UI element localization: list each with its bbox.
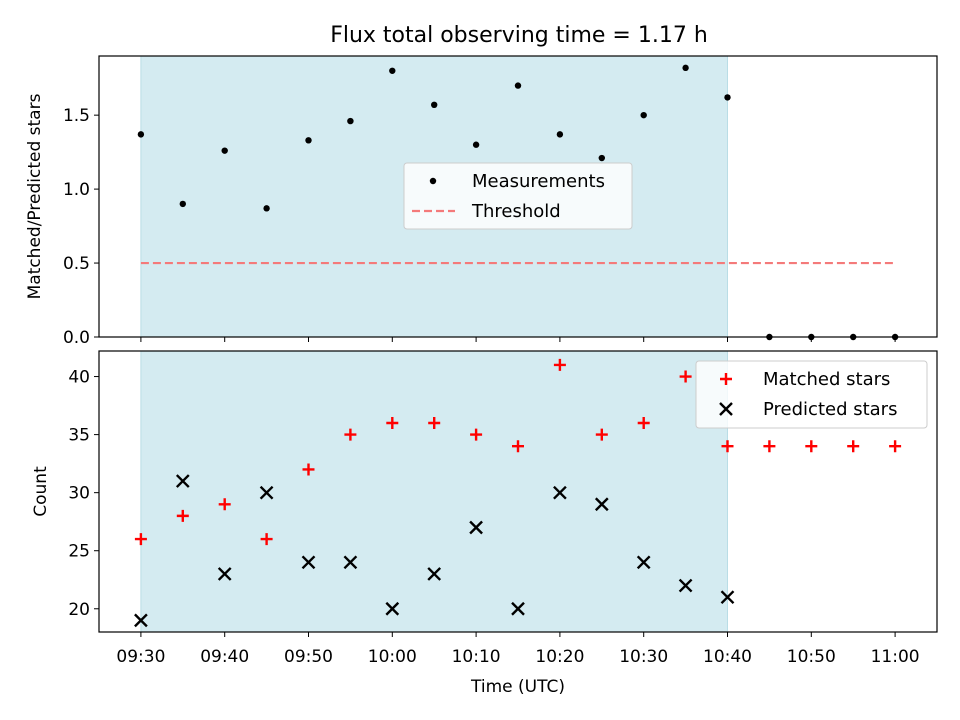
legend-box	[403, 162, 633, 230]
measurement-point	[347, 117, 354, 125]
series-predicted-stars	[134, 474, 735, 628]
legend-label: Predicted stars	[763, 399, 897, 420]
bottom-panel-counts: 20 25 30 35 40 09:30 09:40 09:50 10:00 10:10 10:20…	[31, 350, 938, 697]
legend-label: Matched stars	[763, 369, 890, 390]
matched-point	[679, 370, 692, 383]
matched-point	[176, 509, 189, 522]
legend-marker-predicted	[719, 402, 733, 416]
matched-point	[302, 463, 315, 476]
x-tick-label: 10:20	[535, 647, 584, 667]
legend-box	[695, 360, 928, 429]
measurement-point	[724, 94, 731, 101]
y-tick-label: 30	[68, 484, 90, 504]
axes-frame	[98, 55, 938, 338]
predicted-point	[134, 613, 148, 628]
measurement-point	[179, 200, 186, 208]
x-tick-label: 10:00	[368, 647, 417, 667]
x-tick-label: 10:10	[452, 647, 501, 667]
matched-point	[721, 440, 734, 453]
matched-point	[847, 440, 860, 453]
matched-point	[344, 428, 357, 441]
legend-label: Threshold	[471, 201, 561, 222]
predicted-point	[636, 555, 651, 570]
matched-point	[134, 533, 147, 546]
predicted-point	[217, 567, 232, 581]
matched-point	[386, 416, 399, 429]
matched-point	[595, 428, 608, 441]
y-tick-label: 1.5	[63, 106, 90, 126]
measurement-point	[389, 67, 396, 74]
predicted-point	[678, 578, 693, 593]
matched-point	[260, 533, 273, 546]
y-tick-label: 1.0	[63, 180, 90, 200]
y-tick-label: 25	[68, 542, 90, 562]
matched-point	[512, 440, 524, 453]
matched-point	[805, 440, 818, 453]
matched-point	[763, 440, 776, 453]
x-axis-label: Time (UTC)	[470, 677, 565, 697]
measurement-point	[137, 131, 145, 138]
y-axis-label: Matched/Predicted stars	[25, 93, 45, 299]
series-measurements	[137, 64, 899, 341]
predicted-point	[259, 485, 274, 500]
predicted-point	[594, 497, 609, 512]
legend: Matched stars Predicted stars	[695, 360, 928, 429]
legend-marker-matched	[720, 373, 732, 385]
measurement-point	[598, 154, 605, 162]
predicted-point	[553, 485, 567, 500]
matched-point	[428, 416, 441, 429]
matched-point	[553, 358, 566, 371]
legend-marker-measurements	[429, 177, 437, 185]
y-axis-label: Count	[31, 466, 51, 517]
series-matched-stars	[134, 358, 902, 546]
x-tick-label: 10:30	[619, 647, 668, 667]
predicted-point	[343, 555, 358, 570]
measurement-point	[640, 111, 647, 119]
measurement-point	[514, 82, 522, 89]
x-tick-label: 09:30	[116, 647, 165, 667]
measurement-point	[431, 101, 438, 109]
legend-label: Measurements	[472, 171, 605, 192]
y-tick-label: 0.0	[63, 328, 90, 348]
measurement-point	[263, 205, 270, 212]
predicted-point	[427, 567, 442, 581]
measurement-point	[305, 137, 312, 144]
measurement-point	[221, 147, 228, 154]
axes-frame	[98, 350, 938, 633]
legend: Measurements Threshold	[403, 162, 633, 230]
top-panel-ratio: 0.0 0.5 1.0 1.5 Matched/Predicted stars Measu…	[25, 55, 938, 348]
predicted-point	[469, 520, 483, 535]
predicted-point	[175, 474, 190, 488]
x-tick-label: 10:50	[787, 647, 836, 667]
y-tick-label: 0.5	[63, 254, 90, 274]
x-tick-label: 10:40	[703, 647, 752, 667]
predicted-point	[511, 601, 525, 616]
y-tick-label: 20	[68, 600, 90, 620]
measurement-point	[472, 141, 480, 148]
measurement-point	[682, 64, 689, 72]
observing-span	[140, 351, 728, 632]
y-tick-label: 40	[68, 368, 90, 388]
predicted-point	[301, 555, 316, 570]
x-tick-label: 09:50	[284, 647, 333, 667]
predicted-point	[720, 590, 735, 605]
y-tick-label: 35	[68, 426, 90, 446]
matched-point	[637, 416, 650, 429]
predicted-point	[385, 601, 400, 616]
matched-point	[889, 440, 902, 453]
matched-point	[218, 498, 231, 511]
x-tick-label: 11:00	[871, 647, 920, 667]
matched-point	[470, 428, 483, 441]
x-tick-label: 09:40	[200, 647, 249, 667]
measurement-point	[556, 131, 564, 138]
chart-title: Flux total observing time = 1.17 h	[330, 23, 708, 48]
